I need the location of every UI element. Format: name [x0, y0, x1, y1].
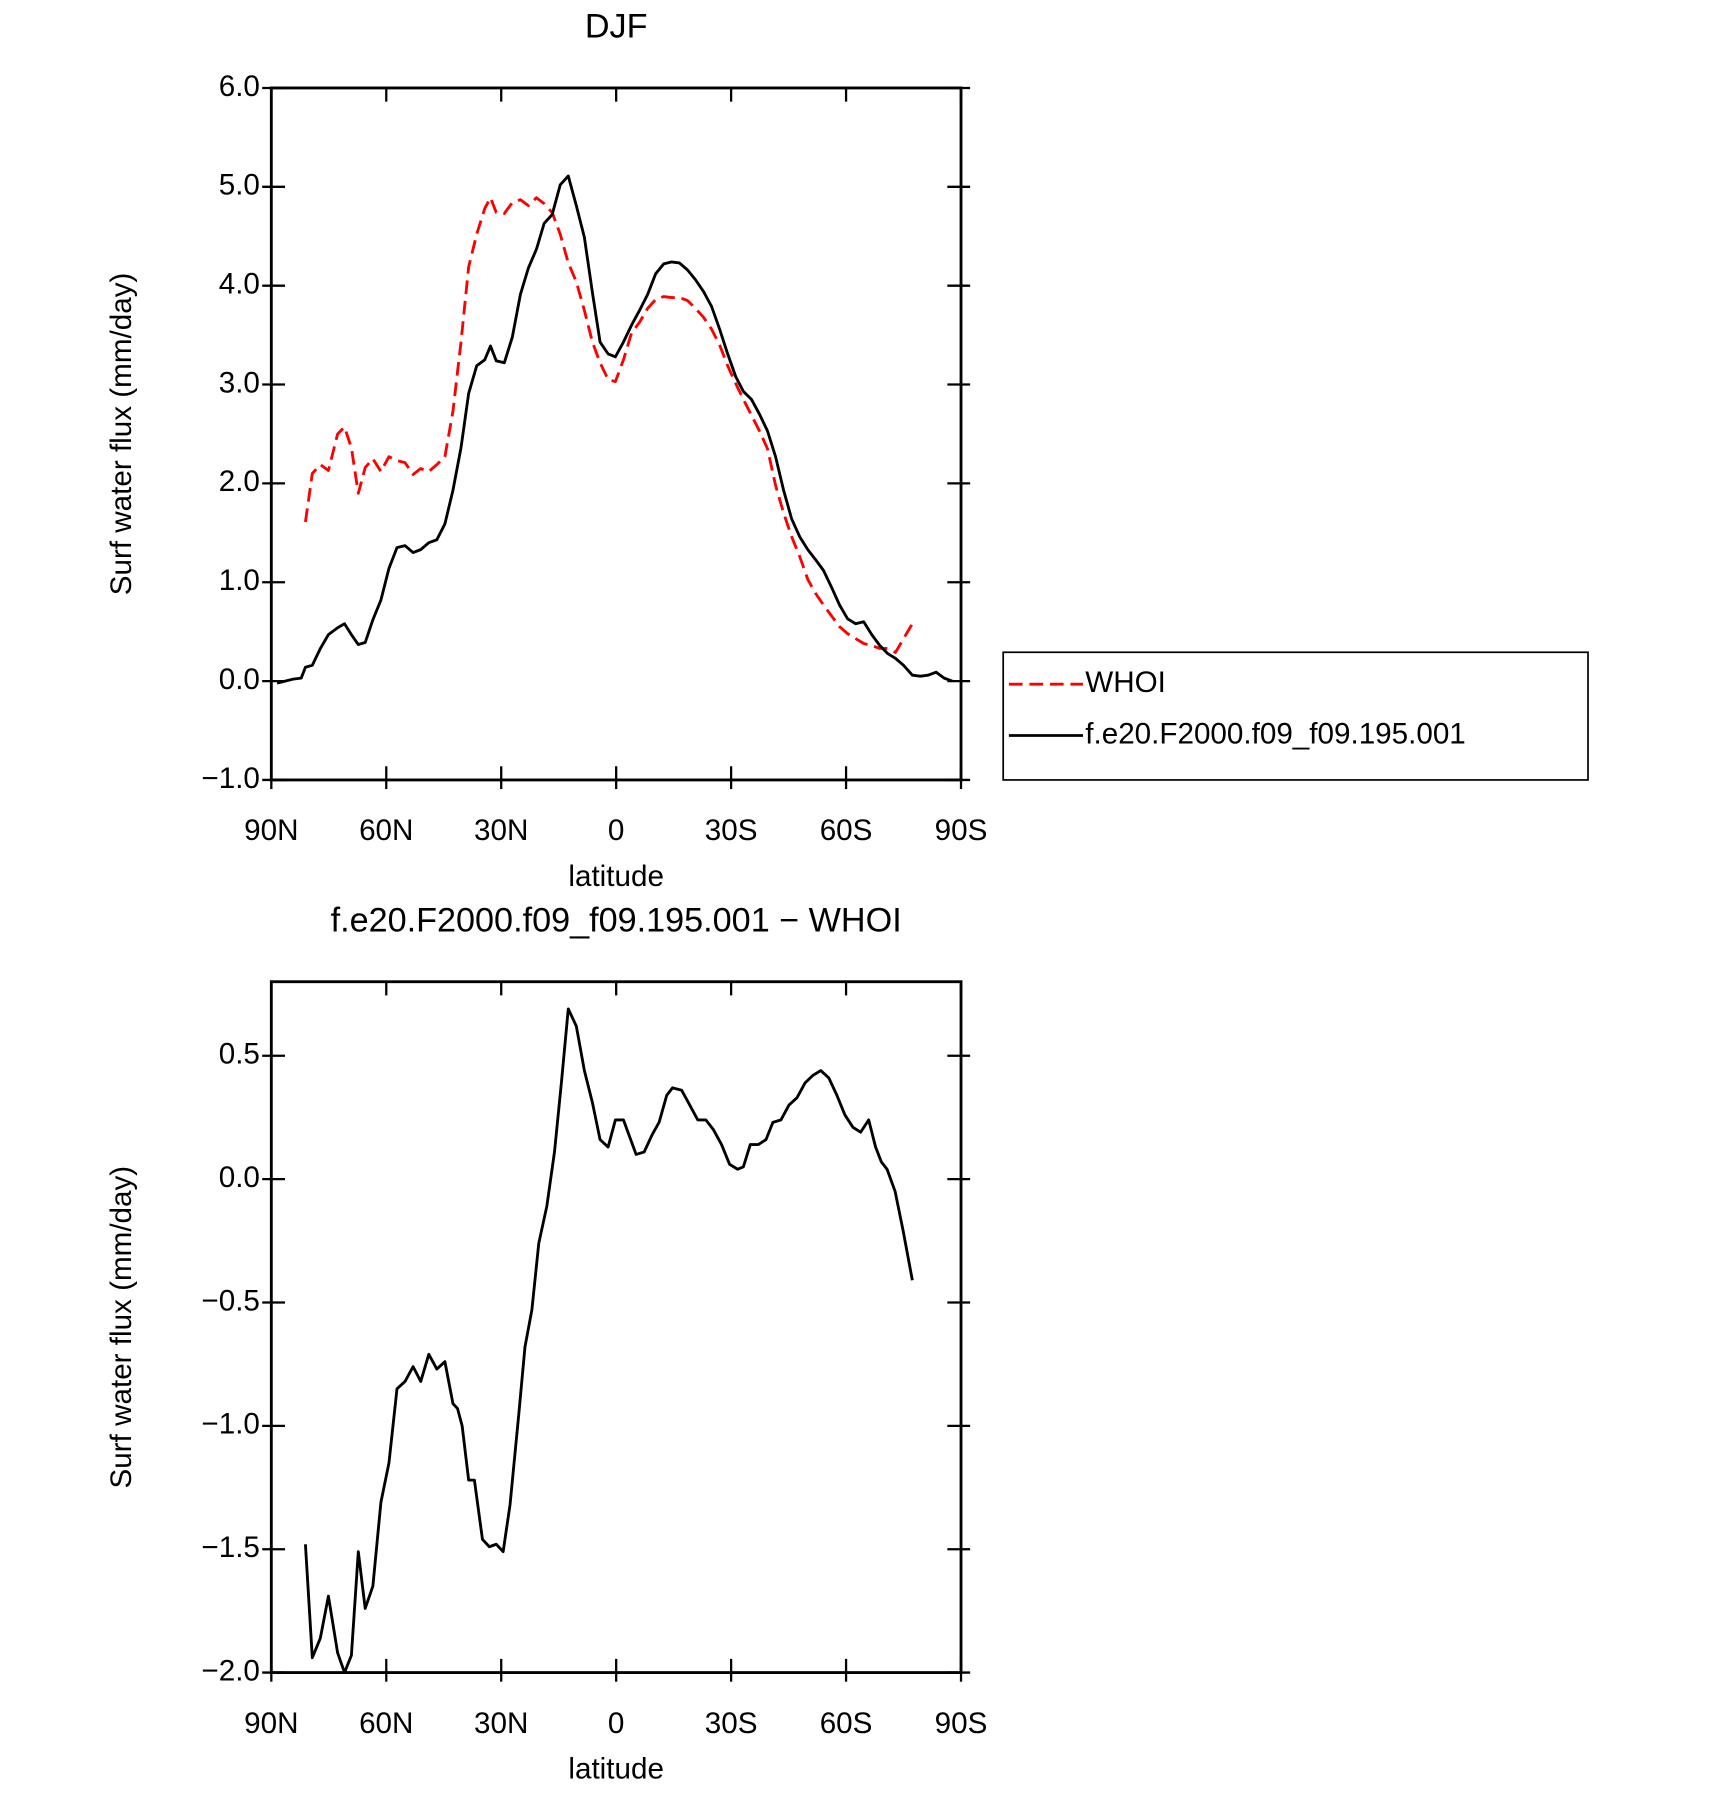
chart-title: DJF	[585, 8, 648, 46]
y-tick-label: 4.0	[219, 268, 260, 301]
y-tick-label: 0.5	[219, 1038, 260, 1071]
x-tick-label: 90S	[935, 814, 988, 847]
x-tick-label: 90S	[935, 1707, 988, 1740]
chart-title: f.e20.F2000.f09_f09.195.001 − WHOI	[331, 901, 902, 939]
x-tick-label: 90N	[244, 814, 298, 847]
y-tick-label: −1.0	[201, 762, 259, 795]
series-line	[303, 1007, 914, 1674]
y-tick-label: 1.0	[219, 564, 260, 597]
series-line	[276, 174, 953, 685]
plot-frame	[269, 980, 963, 1674]
x-tick-label: 60S	[820, 814, 873, 847]
x-tick-label: 0	[608, 1707, 624, 1740]
y-tick-label: 0.0	[219, 663, 260, 696]
y-tick-label: 2.0	[219, 465, 260, 498]
y-axis-label: Surf water flux (mm/day)	[105, 273, 138, 596]
y-tick-label: 3.0	[219, 366, 260, 399]
plot-frame	[269, 86, 963, 782]
x-axis-label: latitude	[568, 860, 664, 893]
legend-label: WHOI	[1085, 666, 1166, 699]
y-tick-label: 6.0	[219, 70, 260, 103]
y-tick-label: 0.0	[219, 1161, 260, 1194]
legend-label: f.e20.F2000.f09_f09.195.001	[1085, 717, 1466, 750]
y-tick-label: −1.0	[201, 1408, 259, 1441]
x-tick-label: 30S	[705, 1707, 758, 1740]
x-tick-label: 60S	[820, 1707, 873, 1740]
y-tick-label: −1.5	[201, 1531, 259, 1564]
x-tick-label: 60N	[359, 1707, 413, 1740]
x-tick-label: 30N	[474, 1707, 528, 1740]
y-axis-label: Surf water flux (mm/day)	[105, 1166, 138, 1489]
x-tick-label: 0	[608, 814, 624, 847]
x-axis-label: latitude	[568, 1752, 664, 1785]
x-tick-label: 30S	[705, 814, 758, 847]
series-line	[304, 196, 914, 654]
x-tick-label: 60N	[359, 814, 413, 847]
y-tick-label: −2.0	[201, 1654, 259, 1687]
y-tick-label: −0.5	[201, 1284, 259, 1317]
legend-box	[1002, 651, 1589, 781]
x-tick-label: 30N	[474, 814, 528, 847]
y-tick-label: 5.0	[219, 169, 260, 202]
x-tick-label: 90N	[244, 1707, 298, 1740]
